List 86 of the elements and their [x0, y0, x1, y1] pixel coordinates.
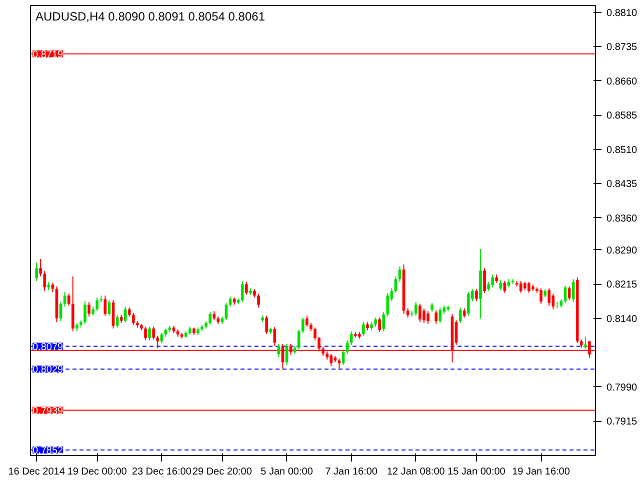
y-tick-label: 0.7990: [606, 382, 638, 394]
candlestick: [314, 327, 316, 341]
candlestick: [124, 306, 127, 323]
candlestick: [63, 291, 66, 308]
candlestick: [483, 268, 486, 294]
candlestick: [84, 300, 86, 324]
candlestick: [462, 308, 466, 318]
candlestick: [156, 335, 160, 349]
candlestick: [378, 317, 381, 333]
candlestick: [104, 295, 107, 316]
candlestick: [414, 301, 418, 316]
candlestick: [257, 293, 260, 308]
y-tick-label: 0.8735: [606, 42, 638, 54]
candlestick: [475, 288, 478, 302]
y-tick-label: 0.8660: [606, 76, 638, 88]
y-tick-label: 0.7915: [606, 416, 638, 428]
candlestick: [406, 308, 410, 318]
candlestick: [116, 314, 119, 328]
candlestick: [297, 328, 300, 350]
candlestick: [584, 336, 587, 350]
candlestick: [528, 281, 530, 294]
candlestick: [434, 310, 438, 324]
candlestick: [67, 293, 70, 306]
candlestick: [265, 315, 268, 334]
x-tick-label: 16 Dec 2014: [8, 466, 66, 478]
x-tick-label: 29 Dec 20:00: [192, 466, 252, 478]
candlestick: [548, 288, 550, 306]
x-tick-label: 23 Dec 16:00: [132, 466, 192, 478]
candlestick: [430, 302, 434, 313]
candlestick: [273, 326, 276, 346]
x-tick-label: 19 Jan 16:00: [512, 466, 570, 478]
candlestick: [160, 332, 164, 344]
candlestick: [422, 308, 426, 324]
candlestick: [426, 310, 430, 324]
candlestick: [92, 306, 94, 316]
candlestick: [43, 270, 46, 292]
candlestick: [128, 306, 131, 318]
candlestick: [346, 340, 349, 355]
chart-title: AUDUSD,H4 0.8090 0.8091 0.8054 0.8061: [36, 10, 266, 24]
candlestick: [245, 281, 248, 296]
candlestick: [35, 262, 38, 282]
y-tick-label: 0.8510: [606, 144, 638, 156]
candlestick: [212, 310, 216, 321]
candlestick: [519, 280, 522, 294]
candlestick: [466, 291, 470, 316]
y-tick-label: 0.8215: [606, 280, 638, 291]
candlestick: [39, 258, 42, 277]
x-tick-label: 5 Jan 00:00: [260, 466, 314, 478]
y-tick-label: 0.8435: [606, 179, 638, 190]
y-tick-label: 0.8810: [606, 8, 638, 19]
x-tick-label: 19 Dec 00:00: [67, 466, 128, 478]
candlestick: [382, 312, 386, 332]
candlestick: [302, 317, 304, 334]
candlestick: [499, 280, 502, 291]
y-tick-label: 0.8585: [606, 110, 638, 122]
candlestick: [350, 330, 353, 346]
y-tick-label: 0.8290: [606, 245, 638, 256]
candlestick: [144, 326, 147, 341]
x-tick-label: 12 Jan 08:00: [386, 466, 446, 478]
candlestick: [88, 301, 90, 318]
candlestick: [540, 288, 542, 304]
candlestick: [487, 281, 490, 292]
y-tick-label: 0.8360: [606, 213, 638, 224]
candlestick: [386, 292, 390, 318]
candlestick: [224, 302, 228, 321]
candlestick: [418, 303, 422, 323]
candlestick: [362, 322, 365, 336]
candlestick: [374, 317, 377, 328]
candlestick: [152, 326, 155, 340]
candlestick: [306, 315, 308, 328]
candlestick: [438, 306, 442, 324]
ref-line-label: 0.7852: [32, 446, 64, 457]
candlestick: [394, 276, 398, 294]
ref-line-label: 0.8719: [32, 49, 64, 60]
x-tick-label: 7 Jan 16:00: [325, 466, 378, 478]
candlestick: [240, 280, 244, 302]
candlestick: [491, 274, 494, 288]
candlestick: [132, 312, 135, 326]
candlestick: [330, 354, 333, 366]
candlestick: [208, 312, 212, 326]
x-tick-label: 15 Jan 00:00: [448, 466, 506, 478]
ref-line-label: 0.7939: [32, 406, 64, 417]
y-tick-label: 0.8140: [606, 314, 638, 325]
candlestick: [96, 296, 98, 312]
candlestick: [148, 326, 151, 341]
candlestick: [552, 293, 555, 310]
